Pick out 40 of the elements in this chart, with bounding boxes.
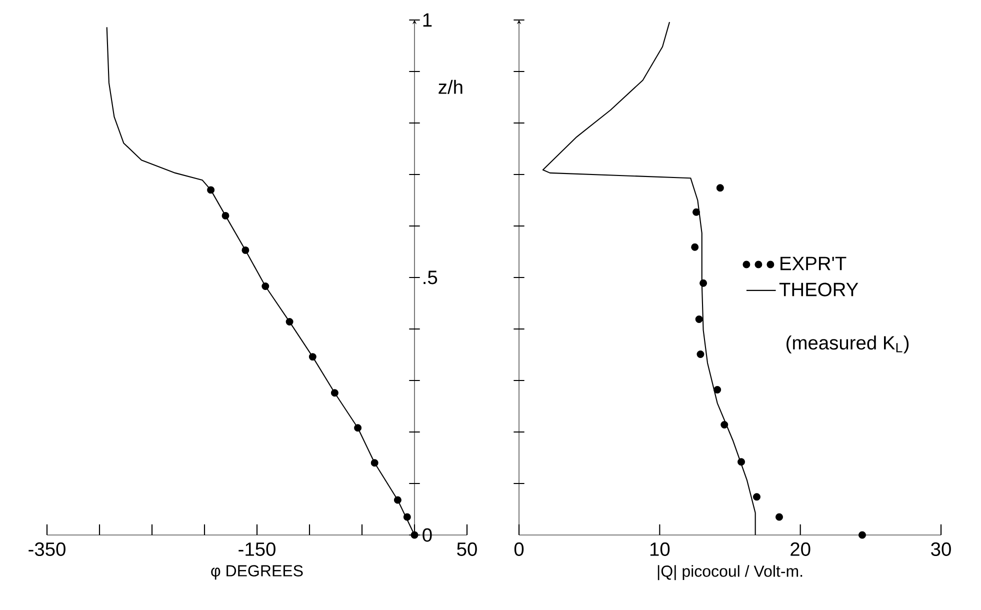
point <box>692 208 700 216</box>
x-tick-label: 50 <box>457 542 477 556</box>
point <box>716 184 724 192</box>
x-tick-label: -350 <box>28 542 66 556</box>
point <box>753 493 760 501</box>
y-tick-label: .5 <box>424 270 438 284</box>
point <box>695 315 703 323</box>
point <box>700 279 708 287</box>
point <box>262 282 270 290</box>
x-tick-label: 20 <box>790 542 810 556</box>
y-axis-title: z/h <box>438 80 462 94</box>
point <box>738 458 745 466</box>
x-tick-label: 0 <box>514 542 524 556</box>
point <box>394 496 402 504</box>
point <box>696 350 704 358</box>
point <box>370 459 378 467</box>
point <box>330 389 338 397</box>
point <box>242 246 250 254</box>
y-tick-label: 1 <box>423 13 432 27</box>
legend-label: THEORY <box>779 282 858 296</box>
point <box>354 424 362 432</box>
x-tick-label: -150 <box>238 542 276 556</box>
point <box>222 212 230 220</box>
point <box>858 531 866 539</box>
point <box>720 421 728 429</box>
point <box>403 513 411 521</box>
point <box>207 186 215 194</box>
point <box>308 353 316 361</box>
x-tick-label: 30 <box>931 542 951 556</box>
x-tick-label: 10 <box>650 542 670 556</box>
legend-label: EXPR'T <box>780 256 846 270</box>
point <box>410 531 418 539</box>
point <box>691 243 699 251</box>
point <box>714 386 722 394</box>
x-axis-title: φ DEGREES <box>211 565 303 580</box>
point <box>286 318 294 326</box>
annotation: (measured K$_{L}$) <box>786 336 909 354</box>
x-axis-title: |Q| picocoul / Volt-m. <box>658 565 802 580</box>
y-tick-label: 0 <box>422 528 432 542</box>
point <box>776 513 783 521</box>
